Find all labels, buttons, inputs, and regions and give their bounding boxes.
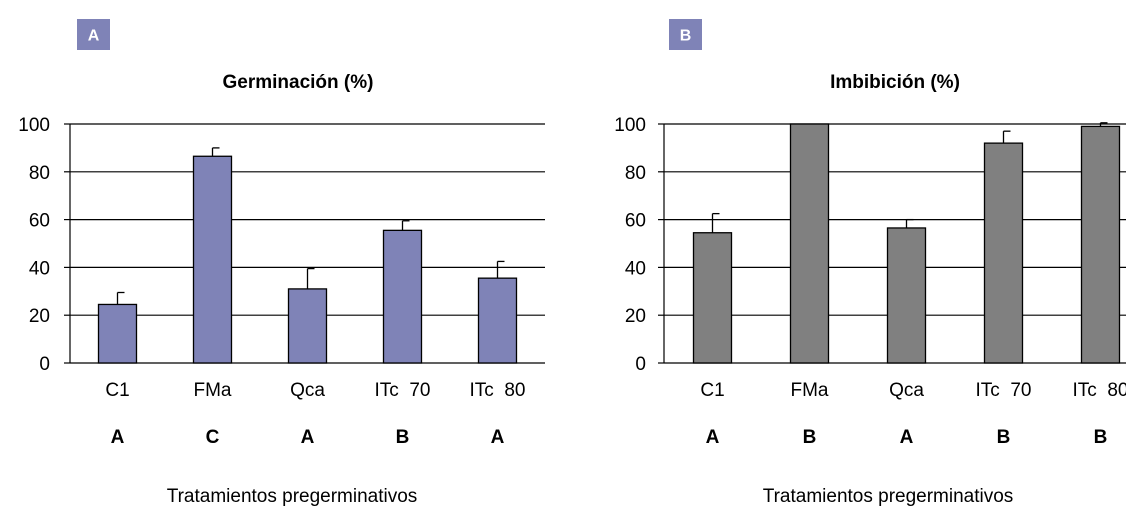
chart-1-y-tick-label: 80 [29, 163, 50, 184]
chart-1-bar [192, 155, 233, 364]
chart-1-y-tick-label: 60 [29, 211, 50, 232]
chart-1-category-label: ITc 80 [470, 380, 526, 401]
chart-1-bar [287, 288, 328, 364]
chart-1-y-tick-label: 100 [18, 115, 50, 136]
chart-2-bar [692, 232, 733, 364]
chart-2-y-tick-label: 40 [625, 258, 646, 279]
chart-1-category-label: FMa [194, 380, 232, 401]
chart-2-group-letter: B [803, 427, 817, 448]
chart-1-bar [382, 229, 423, 364]
chart-2-y-tick-label: 0 [635, 354, 646, 375]
chart-1-group-letter: B [396, 427, 410, 448]
chart-2-y-tick-label: 60 [625, 211, 646, 232]
chart-1-y-tick-label: 20 [29, 306, 50, 327]
chart-2-category-label: FMa [791, 380, 829, 401]
chart-2-panel-badge [669, 19, 702, 50]
chart-1-category-label: C1 [105, 380, 129, 401]
chart-2-category-label: C1 [700, 380, 724, 401]
chart-1-panel-label: A [88, 28, 100, 45]
chart-2-category-label: ITc 80 [1073, 380, 1126, 401]
chart-1-group-letter: C [206, 427, 220, 448]
chart-2-group-letter: A [900, 427, 914, 448]
chart-1-x-axis-label: Tratamientos pregerminativos [167, 486, 418, 507]
chart-2-title: Imbibición (%) [830, 72, 960, 93]
chart-2-bar [789, 123, 830, 364]
chart-1: A Germinación (%) 0 20 40 60 80 100 C1 A FMa C Qca A I… [18, 19, 545, 507]
chart-1-category-label: ITc 70 [375, 380, 431, 401]
chart-2-bar [1080, 125, 1121, 364]
chart-2-panel-label: B [680, 28, 692, 45]
chart-2-y-tick-label: 100 [614, 115, 646, 136]
chart-1-group-letter: A [491, 427, 505, 448]
chart-2: B Imbibición (%) 0 20 40 60 80 100 C1 A FMa B Qca A IT… [614, 19, 1126, 507]
chart-1-category-label: Qca [290, 380, 325, 401]
chart-2-y-tick-label: 80 [625, 163, 646, 184]
chart-1-y-tick-label: 40 [29, 258, 50, 279]
chart-2-group-letter: A [706, 427, 720, 448]
chart-2-category-label: Qca [889, 380, 924, 401]
chart-2-category-label: ITc 70 [976, 380, 1032, 401]
chart-2-bar [983, 142, 1024, 364]
chart-2-x-axis-label: Tratamientos pregerminativos [763, 486, 1014, 507]
chart-1-bar [477, 277, 518, 364]
chart-1-title: Germinación (%) [223, 72, 374, 93]
chart-1-panel-badge [77, 19, 110, 50]
chart-2-group-letter: B [997, 427, 1011, 448]
chart-1-y-tick-label: 0 [39, 354, 50, 375]
chart-2-bar [886, 227, 927, 364]
chart-1-group-letter: A [301, 427, 315, 448]
chart-2-group-letter: B [1094, 427, 1108, 448]
chart-2-y-tick-label: 20 [625, 306, 646, 327]
chart-1-bar [97, 303, 138, 364]
chart-1-group-letter: A [111, 427, 125, 448]
